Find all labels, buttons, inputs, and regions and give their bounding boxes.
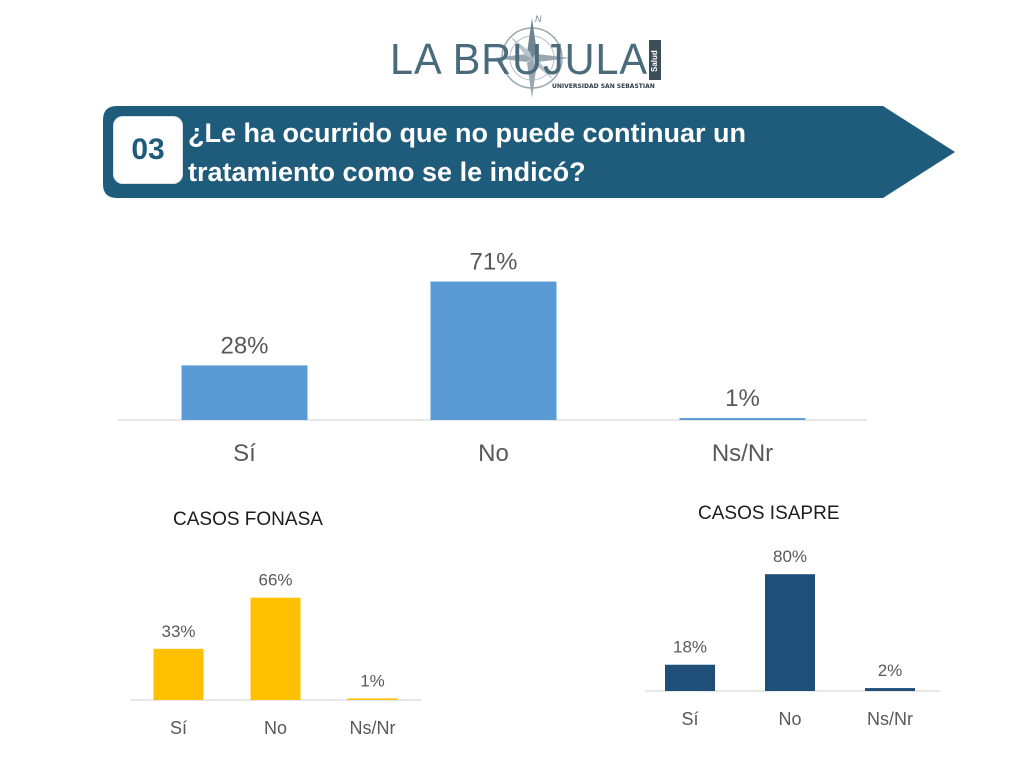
isapre-category-label-s: Sí xyxy=(681,709,698,729)
fonasa-category-label-nsnr: Ns/Nr xyxy=(350,718,396,738)
main-category-label-nsnr: Ns/Nr xyxy=(712,440,773,467)
fonasa-category-label-s: Sí xyxy=(170,718,187,738)
fonasa-value-label-no: 66% xyxy=(258,571,292,590)
compass-north-letter: N xyxy=(535,14,542,24)
fonasa-value-label-nsnr: 1% xyxy=(360,671,385,690)
main-bar-chart: 28% Sí 71% No 1% Ns/Nr xyxy=(118,249,867,467)
main-category-label-no: No xyxy=(478,440,509,467)
isapre-category-label-no: No xyxy=(778,709,801,729)
isapre-category-label-nsnr: Ns/Nr xyxy=(867,709,913,729)
main-category-label-s: Sí xyxy=(233,440,256,467)
fonasa-category-label-no: No xyxy=(264,718,287,738)
main-bar-nsnr xyxy=(679,418,806,420)
isapre-value-label-s: 18% xyxy=(673,638,707,657)
logo-side-text: Salud xyxy=(650,50,659,72)
compass-rose-icon xyxy=(494,18,570,98)
question-banner xyxy=(103,106,955,198)
logo-subtitle: UNIVERSIDAD SAN SEBASTIAN xyxy=(552,83,655,90)
main-value-label-s: 28% xyxy=(220,332,268,359)
isapre-value-label-no: 80% xyxy=(773,547,807,566)
fonasa-bar-s xyxy=(153,648,204,700)
fonasa-bar-no xyxy=(250,597,301,700)
isapre-bar-no xyxy=(765,574,815,691)
main-value-label-no: 71% xyxy=(469,249,517,276)
main-bar-no xyxy=(430,281,557,420)
fonasa-bar-chart: 33% Sí 66% No 1% Ns/Nr xyxy=(130,571,421,738)
isapre-bar-chart: 18% Sí 80% No 2% Ns/Nr xyxy=(645,547,940,729)
question-number-badge: 03 xyxy=(113,116,183,184)
fonasa-value-label-s: 33% xyxy=(161,622,195,641)
fonasa-bar-nsnr xyxy=(347,698,398,700)
isapre-value-label-nsnr: 2% xyxy=(878,661,903,680)
isapre-bar-nsnr xyxy=(865,688,915,691)
la-brujula-logo: N LA BRUJULA UNIVERSIDAD SAN SEBASTIAN S… xyxy=(390,14,661,98)
main-value-label-nsnr: 1% xyxy=(725,385,760,412)
main-bar-s xyxy=(181,365,308,420)
fonasa-chart-title: CASOS FONASA xyxy=(173,509,323,530)
isapre-bar-s xyxy=(665,664,715,691)
isapre-chart-title: CASOS ISAPRE xyxy=(698,503,840,524)
logo-text: LA BRUJULA xyxy=(390,35,648,84)
question-text: ¿Le ha ocurrido que no puede continuar u… xyxy=(188,118,747,187)
